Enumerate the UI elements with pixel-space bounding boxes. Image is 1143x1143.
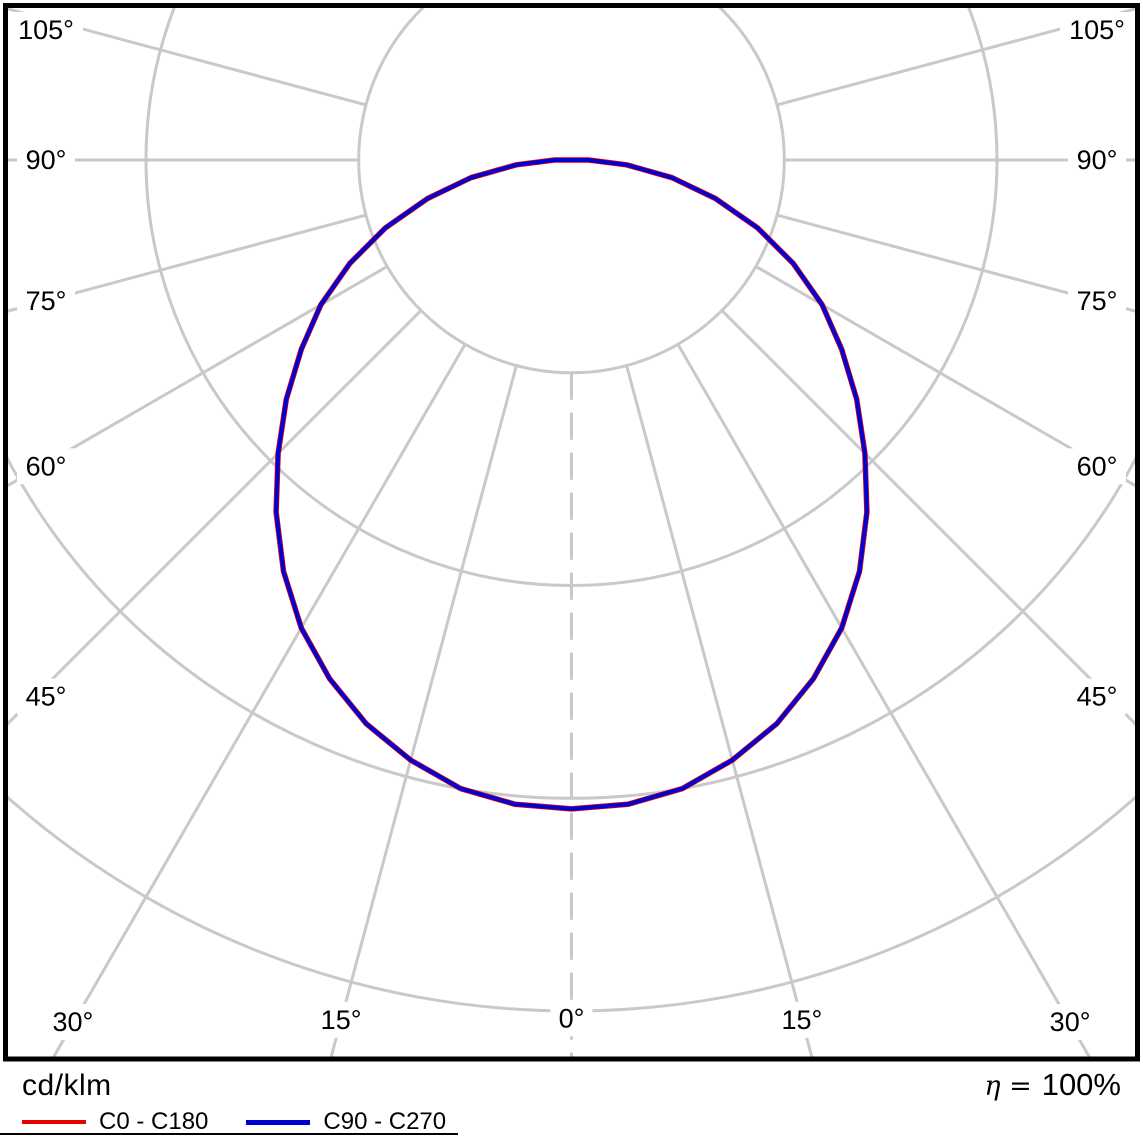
angle-label-halo	[9, 12, 83, 48]
grid-radial-line-105	[776, 8, 1135, 107]
angle-label-halo	[550, 1000, 593, 1037]
legend-item-c0-c180: C0 - C180	[22, 1108, 208, 1136]
angle-label-right-0: 0°	[559, 1004, 585, 1034]
angle-label-left-45: 45°	[26, 682, 67, 712]
angle-label-halo	[312, 1001, 371, 1038]
grid-radial-line-30	[51, 343, 467, 1057]
plot-border	[3, 3, 1140, 1062]
efficiency-label: η = 100%	[984, 1067, 1121, 1103]
legend-underline	[0, 1133, 458, 1135]
angle-label-left-105: 105°	[18, 15, 74, 45]
angle-label-left-60: 60°	[26, 451, 67, 481]
angle-label-right-60: 60°	[1077, 451, 1118, 481]
legend-label-c0-c180: C0 - C180	[99, 1108, 209, 1135]
intensity-curve-c90-c270	[274, 158, 869, 811]
grid-radial-line-60	[8, 265, 389, 488]
angle-label-halo	[1068, 448, 1126, 485]
angle-label-right-45: 45°	[1077, 682, 1118, 712]
polar-chart: 0° 15° 15° 30° 30° 45° 45° 60° 60° 75° 75° 90° 90° 10…	[0, 0, 1143, 1065]
angle-label-right-75: 75°	[1077, 286, 1118, 316]
grid-radial-line-75	[8, 213, 367, 313]
grid-radial-line-75	[776, 213, 1135, 313]
angle-labels: 0° 15° 15° 30° 30° 45° 45° 60° 60° 75° 75° 90° 90° 10…	[9, 12, 1134, 1040]
c0-c180-line-swatch	[22, 1120, 86, 1124]
angle-label-halo	[43, 1004, 102, 1040]
angle-label-left-15: 15°	[321, 1005, 362, 1035]
legend-label-c90-c270: C90 - C270	[323, 1108, 447, 1135]
legend: C0 - C180 C90 - C270	[22, 1108, 446, 1136]
intensity-curves	[273, 157, 870, 812]
angle-label-left-30: 30°	[52, 1007, 93, 1037]
angle-label-halo	[1060, 12, 1134, 48]
grid-radial-line-30	[676, 343, 1092, 1057]
legend-item-c90-c270: C90 - C270	[246, 1108, 446, 1136]
angle-label-halo	[1068, 283, 1126, 320]
efficiency-value: 100%	[1041, 1067, 1121, 1102]
angle-label-left-75: 75°	[26, 286, 67, 316]
c90-c270-line-swatch	[246, 1119, 311, 1125]
angle-label-right-90: 90°	[1077, 145, 1118, 175]
angle-label-right-15: 15°	[781, 1005, 822, 1035]
angle-label-right-105: 105°	[1069, 15, 1125, 45]
angle-label-halo	[17, 142, 75, 178]
grid-radial-line-105	[8, 8, 367, 107]
grid-radial-line-60	[754, 265, 1135, 488]
angle-label-halo	[1041, 1004, 1100, 1040]
angle-label-halo	[1068, 678, 1126, 715]
angle-label-halo	[17, 448, 75, 485]
footer: cd/klm η = 100% C0 - C180 C90 - C270	[0, 1062, 1143, 1143]
angle-label-halo	[17, 283, 75, 320]
angle-label-halo	[1068, 142, 1126, 178]
grid-radial-line-15	[329, 365, 518, 1057]
units-label: cd/klm	[22, 1069, 112, 1102]
grid-radial-line-45	[8, 309, 423, 726]
footer-line: cd/klm η = 100%	[22, 1067, 1121, 1103]
grid-radial-line-15	[625, 365, 814, 1057]
angle-label-halo	[17, 678, 75, 715]
eta-symbol: η =	[984, 1071, 1032, 1102]
angle-label-left-90: 90°	[26, 145, 67, 175]
grid-radial-line-45	[720, 309, 1135, 726]
angle-label-right-30: 30°	[1050, 1007, 1091, 1037]
angle-label-halo	[772, 1001, 831, 1038]
plot-background	[0, 0, 1143, 1065]
